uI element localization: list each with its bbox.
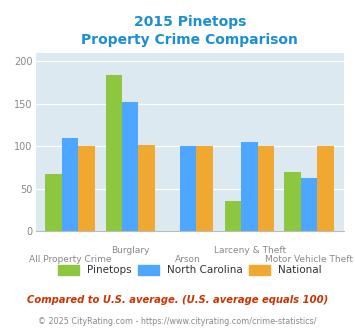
Title: 2015 Pinetops
Property Crime Comparison: 2015 Pinetops Property Crime Comparison [82, 15, 298, 48]
Bar [258, 146, 274, 231]
Bar [138, 145, 155, 231]
Bar [62, 138, 78, 231]
Text: All Property Crime: All Property Crime [29, 255, 111, 264]
Bar [317, 146, 334, 231]
Bar [105, 75, 122, 231]
Bar [301, 179, 317, 231]
Text: Arson: Arson [175, 255, 201, 264]
Bar [45, 174, 62, 231]
Text: Compared to U.S. average. (U.S. average equals 100): Compared to U.S. average. (U.S. average … [27, 295, 328, 305]
Text: Burglary: Burglary [111, 246, 149, 255]
Bar [241, 142, 258, 231]
Bar [122, 102, 138, 231]
Bar [284, 173, 301, 231]
Text: Larceny & Theft: Larceny & Theft [214, 246, 286, 255]
Bar [78, 146, 95, 231]
Bar [196, 146, 213, 231]
Text: Motor Vehicle Theft: Motor Vehicle Theft [265, 255, 353, 264]
Bar [225, 201, 241, 231]
Bar [180, 146, 196, 231]
Legend: Pinetops, North Carolina, National: Pinetops, North Carolina, National [54, 260, 326, 279]
Text: © 2025 CityRating.com - https://www.cityrating.com/crime-statistics/: © 2025 CityRating.com - https://www.city… [38, 317, 317, 326]
